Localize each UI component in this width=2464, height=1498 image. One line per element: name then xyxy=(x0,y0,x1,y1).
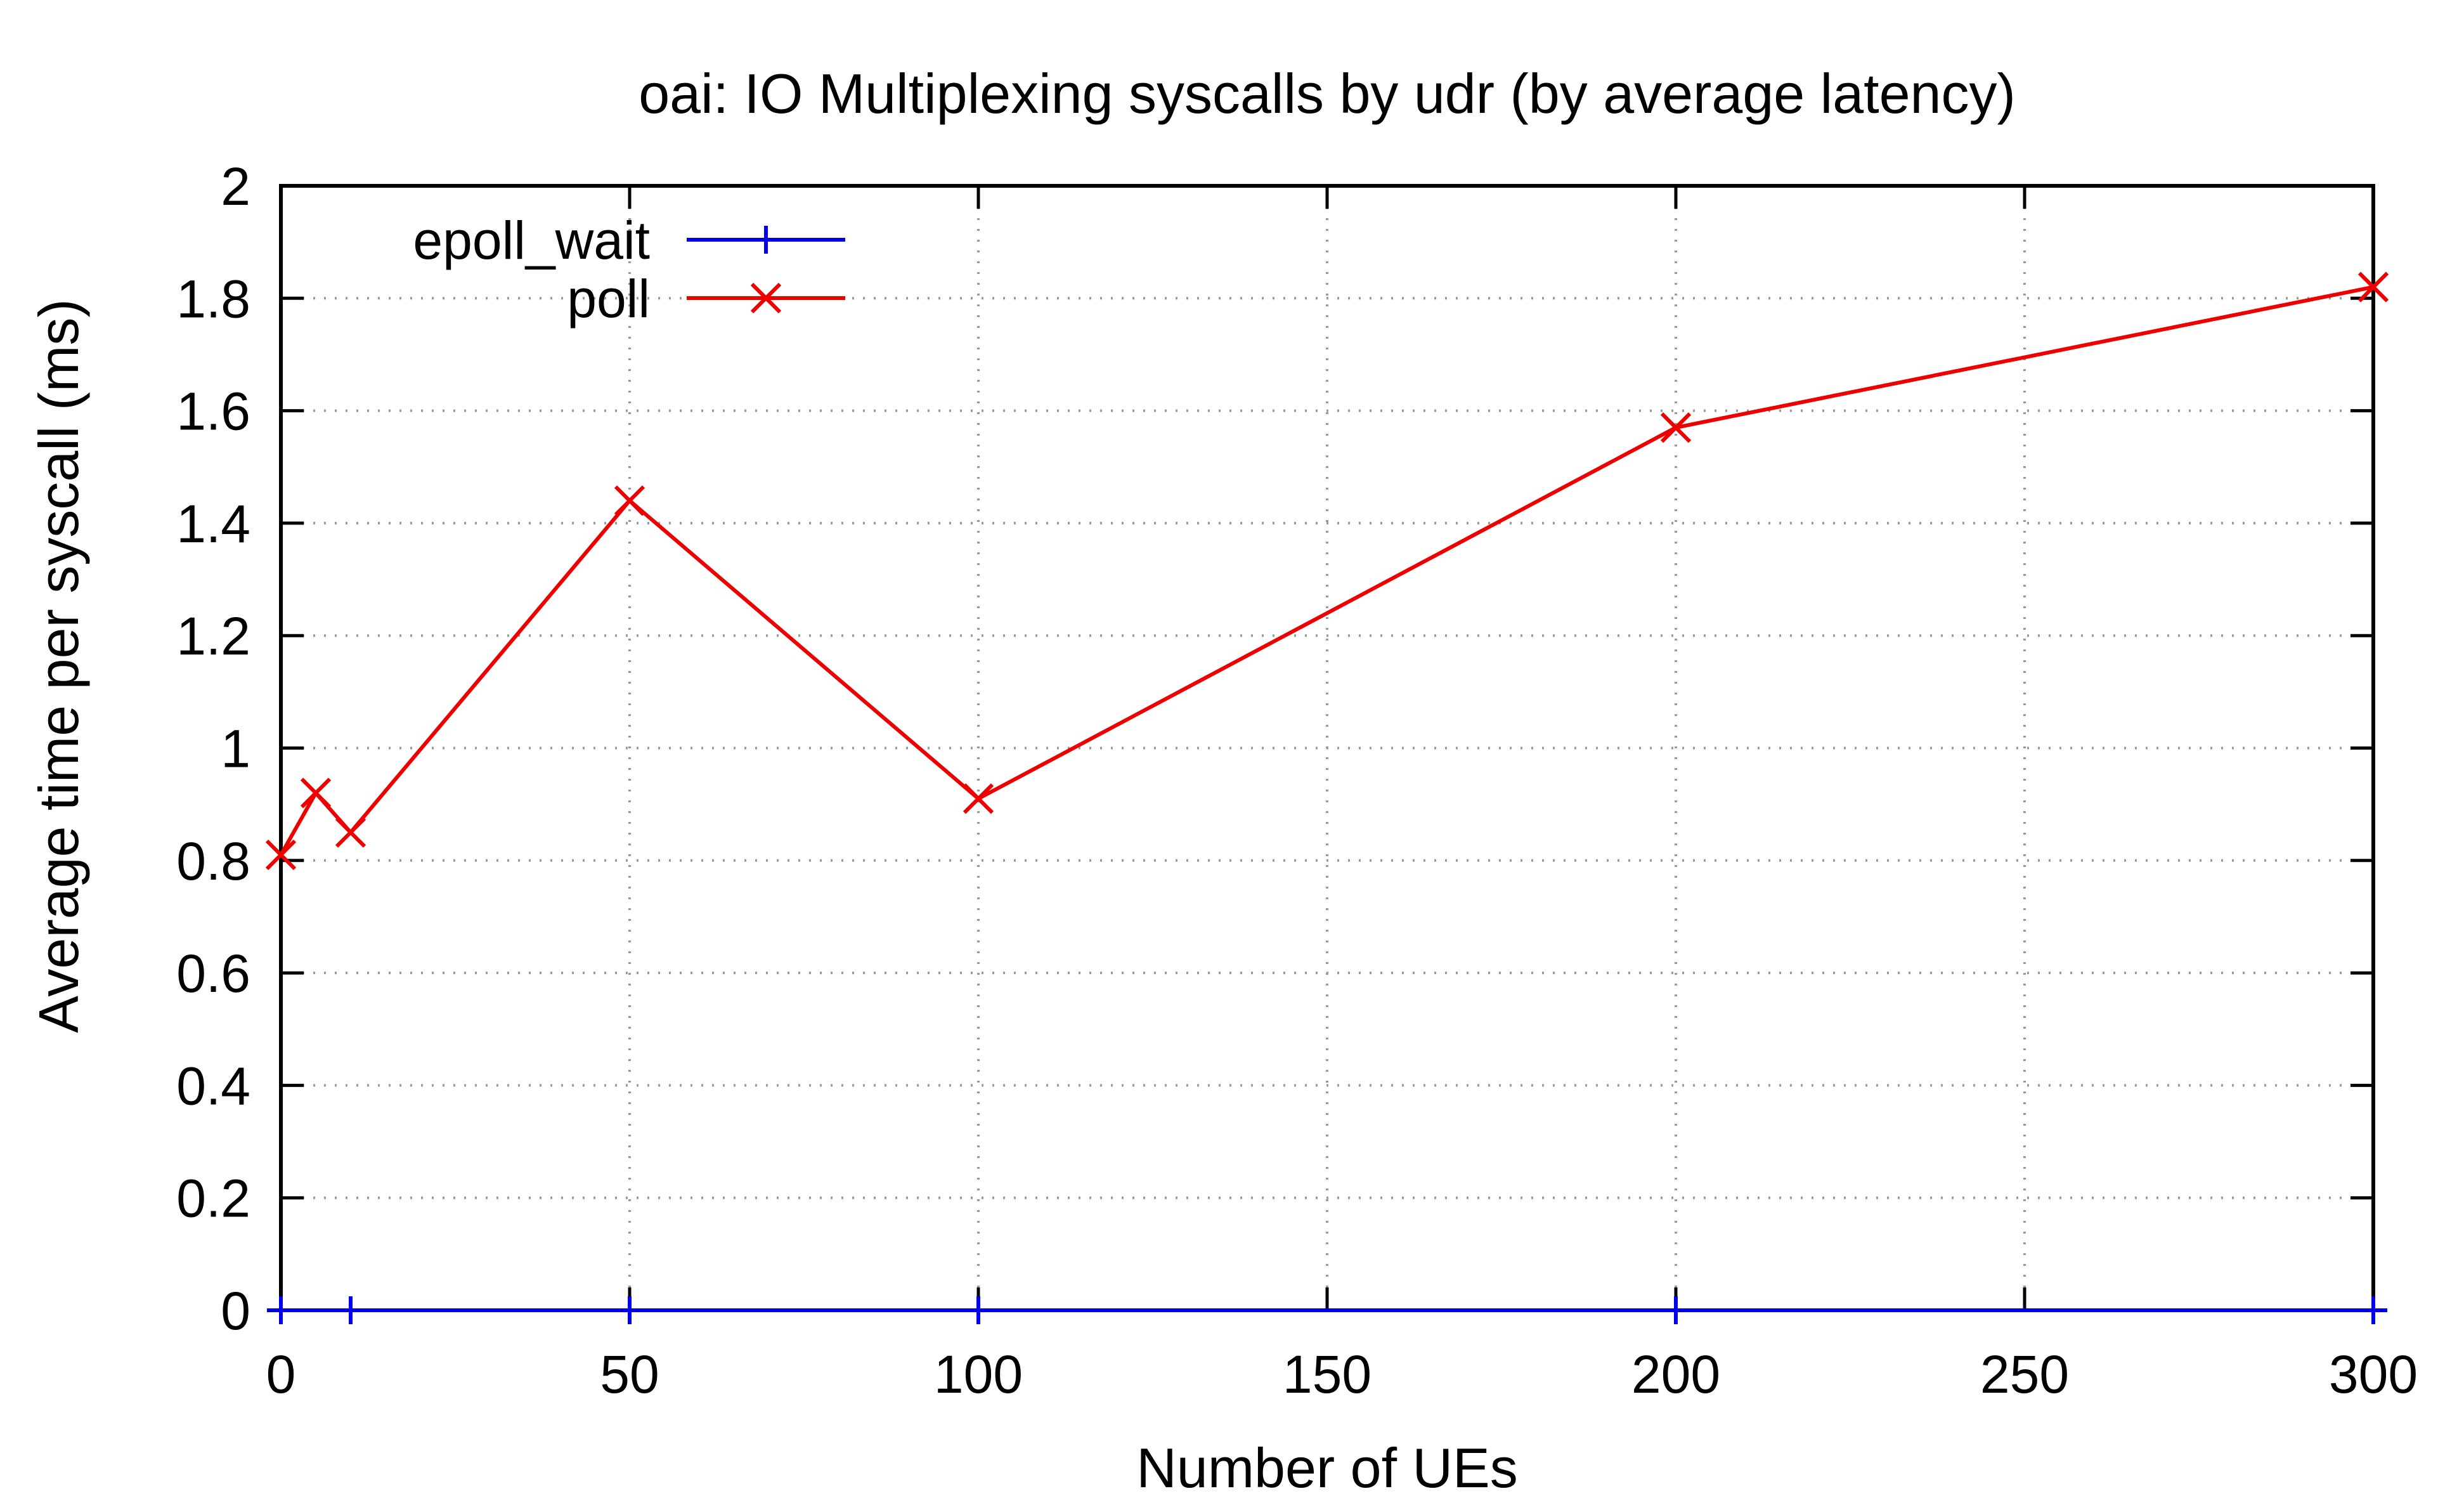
data-point xyxy=(337,1296,365,1324)
data-point xyxy=(616,1296,644,1324)
legend-entry: poll xyxy=(567,269,845,329)
legend-label: poll xyxy=(567,269,650,329)
marker-stroke xyxy=(963,783,994,814)
data-point xyxy=(335,817,366,848)
y-tick-label: 1 xyxy=(221,719,250,779)
y-tick-label: 0.8 xyxy=(176,831,250,891)
series-poll xyxy=(265,271,2389,871)
y-tick-label: 0 xyxy=(221,1281,250,1341)
data-point xyxy=(963,783,994,814)
y-tick-label: 1.4 xyxy=(176,494,250,554)
x-axis-label: Number of UEs xyxy=(1136,1436,1518,1498)
x-tick-label: 200 xyxy=(1631,1345,1720,1404)
y-tick-label: 0.6 xyxy=(176,944,250,1003)
series-layer xyxy=(265,271,2389,1324)
x-tick-label: 300 xyxy=(2329,1345,2418,1404)
legend-label: epoll_wait xyxy=(413,211,650,270)
data-point xyxy=(2359,1296,2387,1324)
grid xyxy=(281,186,2373,1310)
data-point xyxy=(964,1296,992,1324)
data-point xyxy=(1662,1296,1690,1324)
y-tick-label: 1.2 xyxy=(176,606,250,666)
y-tick-label: 0.4 xyxy=(176,1056,250,1116)
series-epoll-wait xyxy=(267,1296,2387,1324)
legend-entry: epoll_wait xyxy=(413,211,845,270)
data-point xyxy=(300,778,332,809)
y-tick-label: 1.8 xyxy=(176,269,250,329)
marker-stroke xyxy=(335,817,366,848)
y-tick-label: 1.6 xyxy=(176,382,250,441)
data-point xyxy=(614,485,645,516)
marker-stroke xyxy=(2357,271,2389,303)
data-point xyxy=(267,1296,295,1324)
x-ticks: 0 50 100 150 200 250 300 xyxy=(266,186,2418,1404)
y-tick-label: 2 xyxy=(221,157,250,216)
x-tick-label: 0 xyxy=(266,1345,296,1404)
data-point xyxy=(1660,412,1692,443)
data-point xyxy=(265,839,297,871)
y-axis-label: Average time per syscall (ms) xyxy=(27,299,90,1032)
marker-stroke xyxy=(614,485,645,516)
marker-stroke xyxy=(300,778,332,809)
chart-title: oai: IO Multiplexing syscalls by udr (by… xyxy=(639,62,2016,125)
legend-marker xyxy=(750,282,782,314)
x-tick-label: 100 xyxy=(934,1345,1023,1404)
y-ticks: 0 0.2 0.4 0.6 0.8 1 1.2 1.4 1.6 1.8 2 xyxy=(176,157,2373,1341)
x-tick-label: 50 xyxy=(600,1345,659,1404)
x-tick-label: 250 xyxy=(1980,1345,2069,1404)
x-tick-label: 150 xyxy=(1283,1345,1371,1404)
y-tick-label: 0.2 xyxy=(176,1169,250,1228)
marker-stroke xyxy=(1660,412,1692,443)
data-point xyxy=(2357,271,2389,303)
marker-stroke xyxy=(265,839,297,871)
